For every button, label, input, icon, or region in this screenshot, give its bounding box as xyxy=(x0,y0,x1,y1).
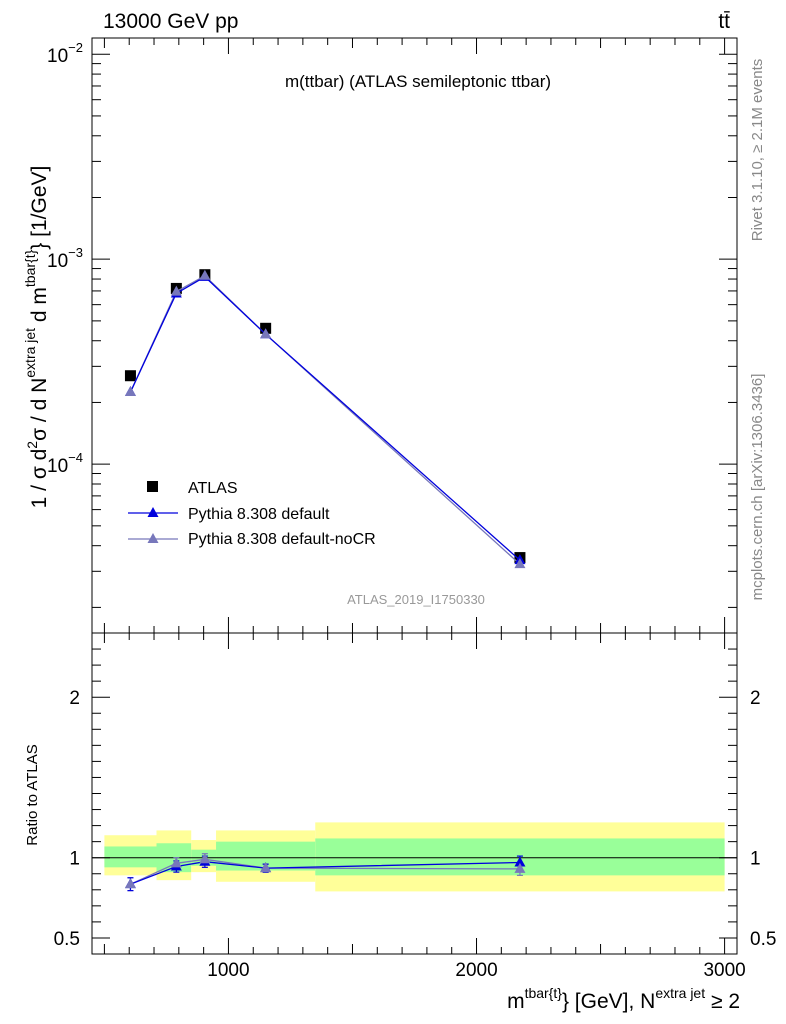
legend-default-marker xyxy=(147,507,159,517)
main-y-tick-label: 10−2 xyxy=(47,40,83,67)
nocr-marker xyxy=(260,328,272,339)
mcplots-label: mcplots.cern.ch [arXiv:1306.3436] xyxy=(749,374,766,601)
legend-nocr-marker xyxy=(147,533,159,543)
nocr-ratio-marker xyxy=(260,862,272,873)
atlas-marker xyxy=(260,322,272,334)
ratio-frame xyxy=(91,632,738,955)
legend-atlas-marker xyxy=(147,481,158,492)
main-axis-ticks xyxy=(92,38,737,633)
main-y-tick-labels: 10−2 10−3 10−4 xyxy=(47,40,83,477)
analysis-watermark: ATLAS_2019_I1750330 xyxy=(347,592,485,607)
x-tick-label: 1000 xyxy=(207,960,249,981)
main-y-tick-label: 10−3 xyxy=(47,245,83,272)
ratio-y-tick-label-right: 1 xyxy=(750,849,761,870)
ratio-y-tick-label: 0.5 xyxy=(54,929,80,950)
main-series-layer xyxy=(124,269,526,569)
x-axis-label: mtbar{t}} [GeV], Nextra jet ≥ 2 xyxy=(507,985,740,1013)
x-tick-labels: 1000 2000 3000 xyxy=(207,960,745,981)
nocr-ratio-marker xyxy=(124,878,136,889)
main-y-axis-label: 1 / σ d2σ / d Nextra jet d mtbar{t}} [1/… xyxy=(22,166,51,509)
legend-atlas-label: ATLAS xyxy=(188,480,238,497)
rivet-label: Rivet 3.1.10, ≥ 2.1M events xyxy=(749,59,766,242)
nocr-marker xyxy=(514,558,526,569)
ratio-y-axis-label: Ratio to ATLAS xyxy=(24,744,41,845)
ratio-y-tick-label: 2 xyxy=(69,688,80,709)
x-tick-label: 3000 xyxy=(703,960,745,981)
ratio-y-tick-labels: 0.5 0.5 1 1 2 2 xyxy=(54,688,777,950)
main-y-tick-label: 10−4 xyxy=(47,450,83,477)
atlas-marker xyxy=(124,370,136,382)
legend: ATLAS Pythia 8.308 default Pythia 8.308 … xyxy=(128,480,376,548)
nocr-ratio-marker xyxy=(199,853,211,864)
default-ratio-marker xyxy=(514,856,526,867)
ratio-axis-ticks xyxy=(92,632,737,955)
nocr-marker xyxy=(124,385,136,396)
ratio-panel: 0.5 0.5 1 1 2 2 1000 2000 3000 Ratio to ATLAS m… xyxy=(24,632,777,1013)
ratio-y-tick-label-right: 2 xyxy=(750,688,761,709)
legend-nocr-label: Pythia 8.308 default-noCR xyxy=(188,531,376,548)
header-energy-label: 13000 GeV pp xyxy=(103,10,238,33)
x-tick-label: 2000 xyxy=(455,960,497,981)
nocr-ratio-marker xyxy=(514,862,526,873)
ratio-series-layer xyxy=(124,853,526,892)
ratio-y-tick-label: 1 xyxy=(69,849,80,870)
chart-title: m(ttbar) (ATLAS semileptonic ttbar) xyxy=(285,72,551,91)
ratio-y-tick-label-right: 0.5 xyxy=(750,929,776,950)
ratio-uncertainty-bands xyxy=(104,822,725,892)
nocr-ratio-marker xyxy=(170,857,182,868)
nocr-marker xyxy=(170,285,182,296)
header-process-label: tt̄ xyxy=(718,10,730,33)
legend-default-label: Pythia 8.308 default xyxy=(188,506,330,523)
ratio-inner-band xyxy=(104,846,157,868)
main-panel: 10−2 10−3 10−4 m(ttbar) (ATLAS semileptoni… xyxy=(22,37,738,634)
nocr-marker xyxy=(199,269,211,280)
